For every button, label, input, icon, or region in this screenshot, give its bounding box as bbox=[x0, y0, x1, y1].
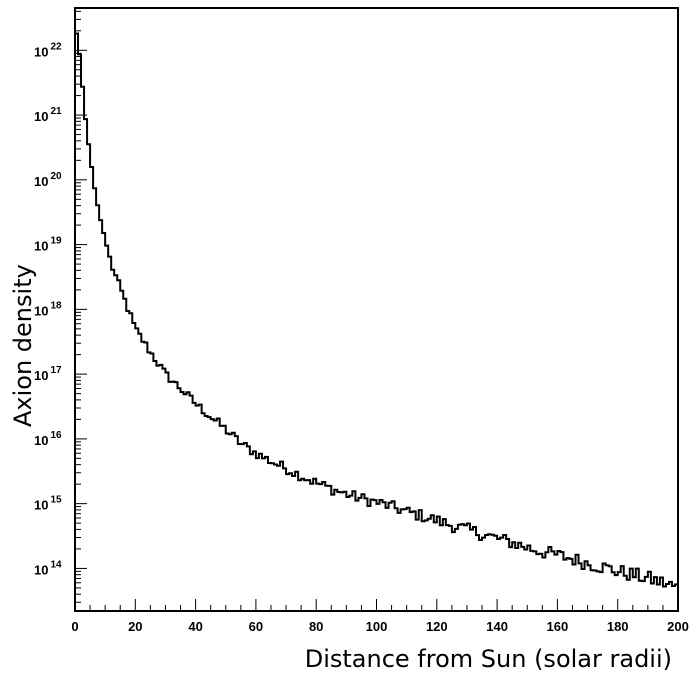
y-tick-label: 10 17 bbox=[34, 365, 62, 383]
y-tick-exponent: 17 bbox=[50, 365, 62, 376]
x-tick-label: 40 bbox=[188, 619, 202, 634]
axion-density-histogram bbox=[74, 32, 678, 611]
x-tick-label: 0 bbox=[71, 619, 78, 634]
y-tick-base: 10 bbox=[34, 562, 48, 577]
y-tick-base: 10 bbox=[34, 303, 48, 318]
y-tick-label: 10 15 bbox=[34, 495, 62, 513]
y-tick-exponent: 18 bbox=[50, 300, 62, 311]
x-tick-label: 160 bbox=[547, 619, 569, 634]
y-tick-exponent: 14 bbox=[50, 559, 62, 570]
y-tick-base: 10 bbox=[34, 368, 48, 383]
x-tick-label: 100 bbox=[366, 619, 388, 634]
y-tick-base: 10 bbox=[34, 44, 48, 59]
y-tick-exponent: 21 bbox=[50, 106, 62, 117]
y-tick-base: 10 bbox=[34, 498, 48, 513]
y-tick-label: 10 18 bbox=[34, 300, 62, 318]
y-tick-exponent: 19 bbox=[50, 236, 62, 247]
x-tick-label: 20 bbox=[128, 619, 142, 634]
y-tick-exponent: 22 bbox=[50, 41, 62, 52]
x-tick-label: 200 bbox=[667, 619, 689, 634]
x-tick-label: 140 bbox=[486, 619, 508, 634]
x-tick-label: 80 bbox=[309, 619, 323, 634]
y-tick-label: 10 19 bbox=[34, 236, 62, 254]
y-tick-label: 10 22 bbox=[34, 41, 62, 59]
plot-frame bbox=[74, 7, 679, 612]
y-axis-title: Axion density bbox=[9, 264, 37, 427]
y-tick-label: 10 16 bbox=[34, 430, 62, 448]
y-tick-exponent: 16 bbox=[50, 430, 62, 441]
y-tick-base: 10 bbox=[34, 109, 48, 124]
y-tick-label: 10 14 bbox=[34, 559, 62, 577]
x-tick-label: 180 bbox=[607, 619, 629, 634]
y-tick-label: 10 20 bbox=[34, 171, 62, 189]
y-tick-base: 10 bbox=[34, 239, 48, 254]
x-tick-label: 120 bbox=[426, 619, 448, 634]
x-axis-title: Distance from Sun (solar radii) bbox=[305, 645, 672, 673]
y-tick-base: 10 bbox=[34, 174, 48, 189]
y-tick-label: 10 21 bbox=[34, 106, 62, 124]
y-tick-base: 10 bbox=[34, 433, 48, 448]
y-tick-exponent: 20 bbox=[50, 171, 62, 182]
x-axis-ticks: 0 20 40 60 80 100 120 140 160 180 200 bbox=[71, 599, 689, 634]
y-tick-exponent: 15 bbox=[50, 495, 62, 506]
x-tick-label: 60 bbox=[249, 619, 263, 634]
